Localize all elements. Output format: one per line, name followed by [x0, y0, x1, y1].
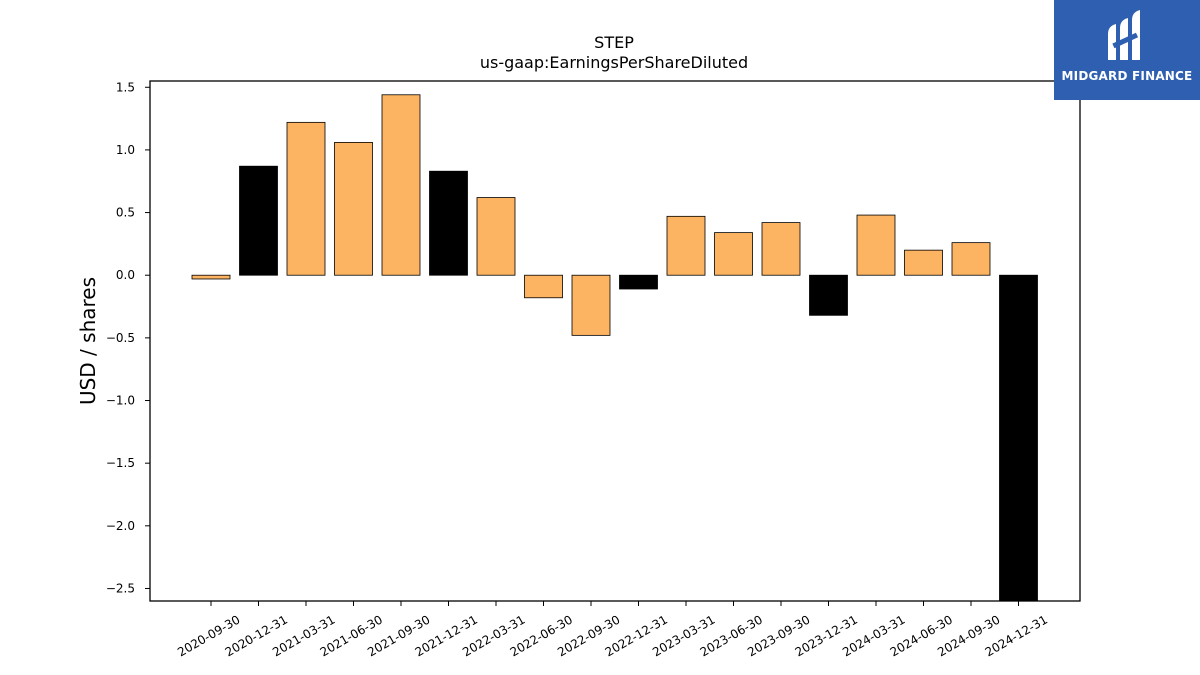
logo-mark-icon — [1108, 10, 1140, 60]
plot-frame — [149, 80, 1081, 602]
bar-2020-09-30 — [191, 274, 231, 280]
bar-2024-06-30 — [904, 249, 943, 276]
chart-subtitle: us-gaap:EarningsPerShareDiluted — [480, 53, 748, 72]
y-tick-label: −2.0 — [106, 519, 135, 533]
bar-2022-12-31 — [619, 274, 658, 290]
bar-2022-03-31 — [476, 197, 516, 276]
bar-2020-12-31 — [239, 165, 278, 276]
y-tick-label: 1.5 — [116, 80, 135, 94]
company-logo: MIDGARD FINANCE — [1054, 0, 1200, 100]
y-tick-label: −1.0 — [106, 394, 135, 408]
x-ticks-group: 2020-09-302020-12-312021-03-312021-06-30… — [175, 601, 1050, 659]
bar-2024-03-31 — [856, 214, 896, 276]
bar-2022-06-30 — [524, 274, 563, 299]
bar-2024-09-30 — [951, 242, 991, 276]
bar-2021-06-30 — [334, 141, 373, 276]
y-axis-label: USD / shares — [76, 277, 100, 405]
bar-2023-03-31 — [666, 215, 706, 276]
y-tick-label: 0.5 — [116, 206, 135, 220]
logo-text: MIDGARD FINANCE — [1061, 69, 1193, 83]
bar-2021-12-31 — [429, 170, 468, 276]
y-tick-label: −0.5 — [106, 331, 135, 345]
y-tick-label: 1.0 — [116, 143, 135, 157]
bar-2023-09-30 — [761, 222, 801, 276]
y-tick-label: −1.5 — [106, 456, 135, 470]
chart-title: STEP — [594, 33, 634, 52]
bar-2024-12-31 — [999, 274, 1038, 602]
bar-2021-03-31 — [286, 121, 326, 276]
y-tick-label: −2.5 — [106, 581, 135, 595]
bar-2022-09-30 — [571, 274, 611, 336]
y-ticks-group: 1.5 1.0 0.5 0.0 −0.5 −1.0 −1.5 −2.0 −2.5 — [106, 80, 150, 595]
bar-2023-06-30 — [714, 232, 753, 276]
y-tick-label: 0.0 — [116, 268, 135, 282]
bar-2021-09-30 — [381, 94, 421, 276]
bars-group — [191, 94, 1038, 602]
bar-2023-12-31 — [809, 274, 848, 316]
